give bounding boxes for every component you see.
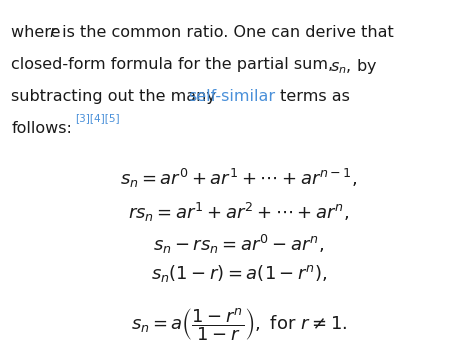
Text: closed-form formula for the partial sum,: closed-form formula for the partial sum, xyxy=(11,57,339,71)
Text: $s_n = a\left(\dfrac{1-r^n}{1-r}\right),\ \text{for}\ r \neq 1.$: $s_n = a\left(\dfrac{1-r^n}{1-r}\right),… xyxy=(131,306,347,342)
Text: r: r xyxy=(49,24,56,39)
Text: $s_n - rs_n = ar^0 - ar^n,$: $s_n - rs_n = ar^0 - ar^n,$ xyxy=(154,233,325,256)
Text: self-similar: self-similar xyxy=(188,89,275,104)
Text: [3][4][5]: [3][4][5] xyxy=(75,113,120,123)
Text: subtracting out the many: subtracting out the many xyxy=(11,89,221,104)
Text: where: where xyxy=(11,24,66,39)
Text: terms as: terms as xyxy=(274,89,349,104)
Text: $s_n\left(1-r\right) = a\left(1-r^n\right),$: $s_n\left(1-r\right) = a\left(1-r^n\righ… xyxy=(151,263,327,284)
Text: $s_n = ar^0 + ar^1 + \cdots + ar^{n-1},$: $s_n = ar^0 + ar^1 + \cdots + ar^{n-1},$ xyxy=(120,167,358,190)
Text: $s_n$, by: $s_n$, by xyxy=(329,57,377,76)
Text: follows:: follows: xyxy=(11,121,73,136)
Text: is the common ratio. One can derive that: is the common ratio. One can derive that xyxy=(57,24,394,39)
Text: $rs_n = ar^1 + ar^2 + \cdots + ar^n,$: $rs_n = ar^1 + ar^2 + \cdots + ar^n,$ xyxy=(128,201,350,224)
